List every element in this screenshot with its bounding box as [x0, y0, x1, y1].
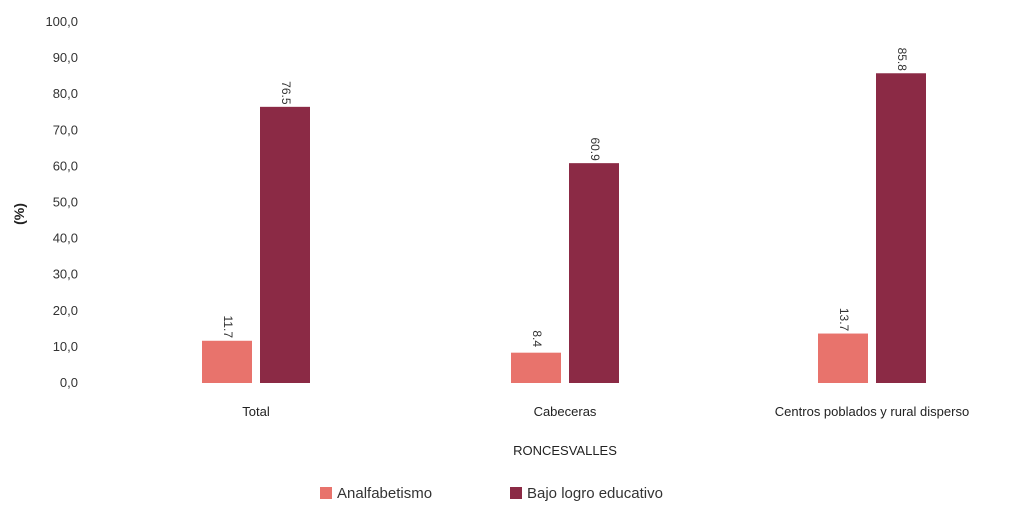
- y-tick-label: 30,0: [53, 267, 78, 282]
- data-label: 11.7: [221, 316, 235, 339]
- y-tick-label: 0,0: [60, 375, 78, 390]
- bar-analfabetismo-0: [202, 340, 252, 383]
- data-label: 85.8: [895, 48, 909, 72]
- y-tick-label: 40,0: [53, 231, 78, 246]
- y-tick-label: 90,0: [53, 50, 78, 65]
- y-tick-label: 70,0: [53, 122, 78, 137]
- x-axis-label: RONCESVALLES: [513, 443, 617, 458]
- y-axis-label: (%): [11, 203, 27, 225]
- bar-bajo-logro-2: [876, 73, 926, 384]
- bar-bajo-logro-0: [260, 106, 310, 384]
- legend-label: Bajo logro educativo: [527, 485, 663, 502]
- data-label: 76.5: [279, 81, 293, 105]
- category-labels: Total Cabeceras Centros poblados y rural d…: [242, 404, 969, 419]
- y-tick-label: 50,0: [53, 195, 78, 210]
- data-label: 8.4: [530, 330, 544, 347]
- bar-analfabetismo-2: [818, 333, 868, 383]
- legend: Analfabetismo Bajo logro educativo: [320, 485, 663, 502]
- y-tick-label: 60,0: [53, 158, 78, 173]
- y-tick-label: 20,0: [53, 303, 78, 318]
- bars: 11.7 8.4 13.7 76.5 60.9 85.8: [202, 48, 926, 384]
- legend-swatch: [320, 487, 332, 499]
- legend-label: Analfabetismo: [337, 485, 432, 502]
- legend-swatch: [510, 487, 522, 499]
- data-label: 60.9: [588, 137, 602, 161]
- y-tick-label: 80,0: [53, 86, 78, 101]
- bar-bajo-logro-1: [569, 163, 619, 383]
- data-label: 13.7: [837, 308, 851, 332]
- y-tick-label: 10,0: [53, 339, 78, 354]
- category-label: Centros poblados y rural disperso: [775, 404, 969, 419]
- y-axis: 100,0 90,0 80,0 70,0 60,0 50,0 40,0 30,0 20,0 10,…: [45, 14, 78, 390]
- bar-analfabetismo-1: [511, 352, 561, 383]
- category-label: Total: [242, 404, 270, 419]
- category-label: Cabeceras: [534, 404, 597, 419]
- y-tick-label: 100,0: [45, 14, 78, 29]
